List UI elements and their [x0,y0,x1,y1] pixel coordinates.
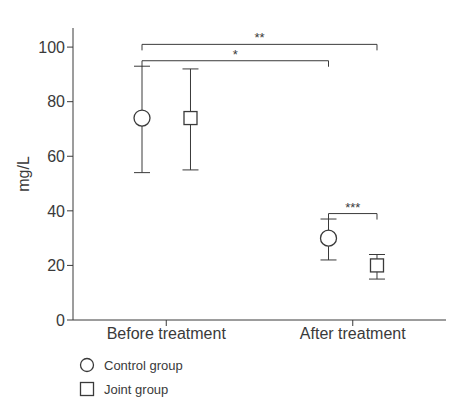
svg-text:80: 80 [47,93,65,110]
svg-text:20: 20 [47,257,65,274]
svg-text:60: 60 [47,148,65,165]
svg-text:After treatment: After treatment [300,325,406,342]
svg-text:0: 0 [56,312,65,329]
html-text:Control group: Control group [104,357,183,373]
svg-text:***: *** [345,200,360,215]
svg-text:Before treatment: Before treatment [107,325,227,342]
svg-text:40: 40 [47,203,65,220]
svg-text:*: * [233,47,238,62]
svg-text:mg/L: mg/L [15,156,32,192]
svg-text:100: 100 [38,39,65,56]
svg-text:**: ** [254,30,264,45]
html-text:Joint group: Joint group [104,381,169,397]
